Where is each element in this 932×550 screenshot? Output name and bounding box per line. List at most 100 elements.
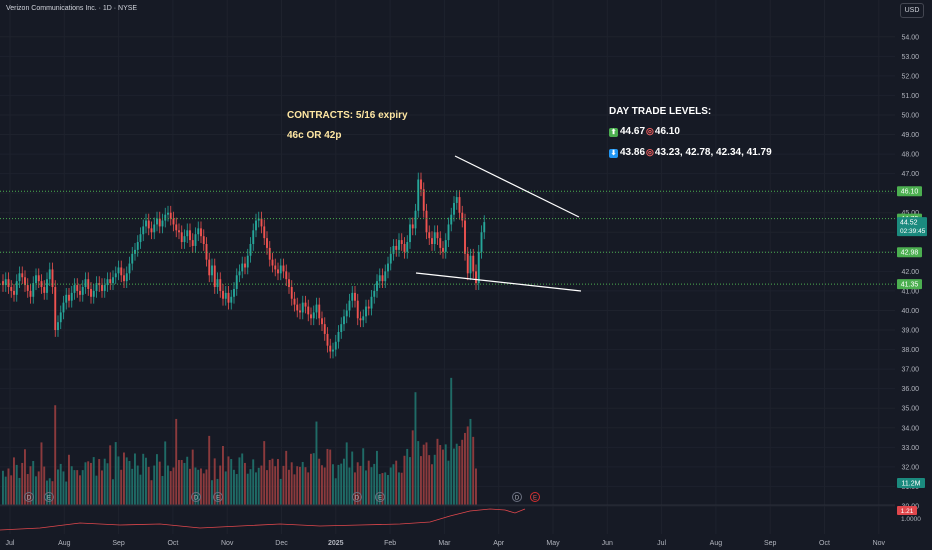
volume-bar	[271, 458, 274, 505]
symbol-title[interactable]: Verizon Communications Inc. · 1D · NYSE	[6, 5, 138, 12]
candle-body	[370, 296, 373, 309]
volume-bar	[73, 470, 76, 505]
candle-body	[2, 281, 4, 286]
candle-body	[384, 271, 387, 282]
volume-bar	[117, 456, 120, 505]
volume-bar	[455, 443, 458, 505]
y-tick-label: 51.00	[901, 93, 919, 100]
long-target: 46.10	[654, 126, 680, 137]
candle-body	[312, 312, 315, 319]
volume-bar	[387, 475, 389, 505]
volume-bar	[219, 465, 222, 505]
candle-body	[442, 247, 444, 252]
volume-bar	[98, 459, 101, 505]
candle-body	[197, 228, 200, 235]
y-tick-label: 41.00	[901, 288, 919, 295]
volume-bar	[150, 480, 153, 505]
candle-body	[153, 224, 156, 233]
x-tick-label: Jul	[657, 540, 666, 547]
volume-bar	[13, 457, 15, 505]
candle-body	[351, 292, 354, 301]
volume-bar	[120, 469, 123, 505]
currency-button[interactable]: USD	[900, 3, 924, 18]
candle-body	[296, 304, 299, 311]
volume-bar	[296, 466, 299, 505]
volume-bar	[153, 465, 156, 505]
x-tick-label: Oct	[819, 540, 830, 547]
candle-body	[340, 324, 343, 332]
candle-body	[480, 232, 483, 252]
candle-body	[235, 275, 238, 289]
contracts-annotation: CONTRACTS: 5/16 expiry	[287, 110, 408, 121]
candle-body	[142, 226, 145, 235]
event-marker	[530, 492, 540, 502]
candle-body	[420, 179, 422, 190]
volume-bar	[312, 453, 315, 505]
candle-body	[35, 275, 37, 284]
volume-bar	[112, 479, 114, 505]
candle-body	[230, 296, 233, 303]
candle-body	[453, 202, 455, 215]
volume-bar	[266, 470, 268, 505]
candle-body	[37, 275, 40, 282]
candle-body	[376, 281, 378, 291]
candle-body	[68, 294, 70, 301]
candle-body	[447, 224, 450, 241]
candle-body	[109, 279, 112, 284]
candle-body	[263, 226, 266, 239]
candle-body	[274, 265, 277, 270]
day-trade-title: DAY TRADE LEVELS:	[609, 106, 712, 117]
y-tick-label: 54.00	[901, 34, 919, 41]
candle-body	[13, 290, 15, 295]
candle-body	[244, 263, 246, 268]
candle-body	[425, 210, 428, 233]
candle-body	[282, 265, 285, 272]
volume-bar	[178, 460, 180, 505]
y-tick-label: 40.00	[901, 308, 919, 315]
countdown-label: 02:39:45	[900, 228, 926, 235]
candle-body	[318, 304, 321, 319]
candle-body	[403, 244, 406, 252]
candle-body	[392, 245, 395, 254]
volume-bar	[114, 442, 117, 505]
x-tick-label: Mar	[438, 540, 451, 547]
volume-bar	[406, 448, 409, 505]
volume-bar	[29, 466, 32, 505]
volume-bar	[354, 472, 356, 505]
candle-body	[183, 236, 186, 243]
candle-body	[246, 255, 249, 268]
volume-bar	[318, 458, 321, 505]
y-tick-label: 39.00	[901, 328, 919, 335]
volume-bar	[279, 478, 282, 505]
event-marker	[213, 492, 223, 502]
candle-body	[428, 232, 431, 239]
y-tick-label: 37.00	[901, 367, 919, 374]
candle-body	[288, 279, 290, 288]
volume-bar	[249, 469, 252, 505]
candle-body	[464, 220, 466, 254]
candle-body	[84, 279, 87, 288]
event-marker-label: D	[515, 496, 520, 502]
price-level-label: 42.98	[901, 250, 919, 257]
candle-body	[326, 333, 329, 346]
volume-bar	[384, 472, 387, 505]
candle-body	[304, 302, 307, 307]
volume-bar	[389, 467, 392, 505]
volume-bar	[326, 448, 329, 505]
candle-body	[202, 236, 205, 245]
candle-body	[444, 240, 447, 252]
x-tick-label: Jun	[602, 540, 613, 547]
candle-body	[334, 341, 337, 350]
candle-body	[29, 290, 32, 297]
y-tick-label: 33.00	[901, 445, 919, 452]
volume-bar	[466, 426, 469, 505]
short-levels-row: ⬇ 43.86◎43.23, 42.78, 42.34, 41.79	[609, 147, 772, 158]
candle-body	[321, 318, 323, 325]
volume-bar	[252, 459, 255, 505]
volume-bar	[376, 450, 378, 505]
candle-body	[241, 263, 244, 272]
volume-bar	[7, 468, 10, 505]
candle-body	[32, 283, 35, 297]
